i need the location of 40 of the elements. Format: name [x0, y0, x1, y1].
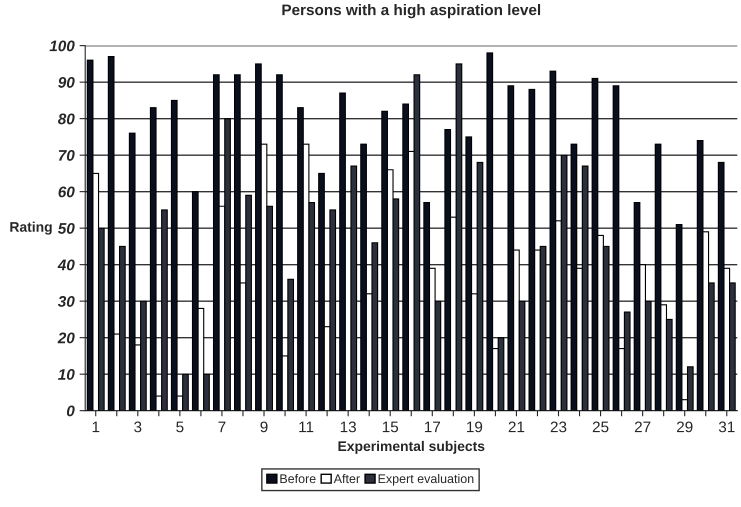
x-tick-label: 27: [634, 421, 650, 432]
y-tick-label: 40: [58, 260, 75, 270]
y-tick-label: 0: [66, 406, 75, 416]
x-tick-label: 21: [508, 421, 524, 432]
y-tick-label: 100: [50, 40, 75, 52]
bar: [465, 136, 472, 411]
y-tick-label: 60: [58, 186, 75, 198]
x-tick-label: 17: [424, 422, 440, 432]
x-tick-label: 9: [260, 421, 268, 432]
bar: [170, 100, 178, 411]
x-tick-label: 5: [176, 422, 184, 432]
y-tick-label: 80: [58, 114, 75, 124]
y-tick-label: 50: [58, 223, 75, 234]
bar: [234, 74, 241, 411]
legend-label: Before: [280, 474, 316, 484]
y-tick-label: 20: [58, 332, 75, 344]
x-tick-label: 1: [92, 422, 100, 432]
x-tick-label: 13: [340, 421, 356, 432]
bar: [150, 107, 157, 411]
y-tick-label: 90: [58, 77, 75, 88]
bar: [486, 52, 494, 411]
chart-title: Persons with a high aspiration level: [282, 4, 540, 18]
y-tick-label: 30: [58, 296, 75, 307]
legend-label: After: [334, 474, 360, 484]
x-tick-label: 25: [592, 421, 608, 432]
x-tick-label: 7: [218, 422, 226, 432]
x-tick-label: 31: [718, 421, 735, 432]
x-tick-label: 19: [467, 421, 482, 432]
x-axis-title: Experimental subjects: [338, 440, 484, 454]
x-tick-label: 11: [299, 422, 314, 432]
x-tick-label: 3: [134, 421, 142, 432]
y-tick-label: 70: [58, 150, 75, 161]
legend-label: Expert evaluation: [378, 474, 474, 486]
x-tick-label: 23: [550, 421, 566, 432]
y-tick-label: 10: [58, 369, 75, 380]
x-tick-label: 15: [382, 422, 398, 432]
x-tick-label: 29: [676, 421, 692, 432]
bar: [128, 132, 136, 411]
bar: [108, 56, 115, 411]
y-axis-title: Rating: [10, 222, 52, 235]
